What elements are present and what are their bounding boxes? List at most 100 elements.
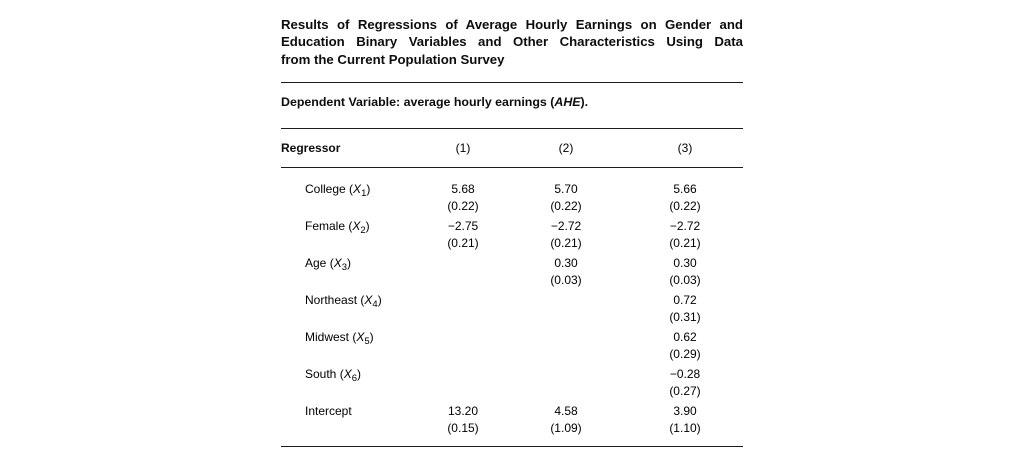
title-line-2: Education Binary Variables and Other Cha… [281, 34, 743, 50]
cell-column-1 [409, 366, 517, 400]
horizontal-rule-top [281, 82, 743, 84]
coefficient-value [409, 292, 517, 309]
standard-error-value: (0.27) [669, 384, 701, 399]
cell-column-3: 0.62 (0.29) [615, 329, 743, 363]
cell-column-2: 5.70 (0.22) [517, 181, 615, 215]
coefficient-value: 0.62 [673, 330, 697, 345]
standard-error-value: (0.22) [550, 199, 582, 214]
column-header-2: (2) [558, 141, 574, 156]
horizontal-rule-below-header [281, 167, 743, 169]
table-body: College (X1) 5.68 (0.22) 5.70 (0.22) 5.6… [281, 181, 743, 437]
regressor-symbol: (X6) [336, 367, 362, 385]
coefficient-value: −2.72 [669, 219, 701, 234]
cell-column-2 [517, 329, 615, 363]
standard-error-value: (1.09) [550, 421, 582, 436]
cell-column-1: −2.75 (0.21) [409, 218, 517, 252]
cell-column-2 [517, 292, 615, 326]
cell-column-3: 0.72 (0.31) [615, 292, 743, 326]
regressor-name: Female [305, 219, 346, 234]
horizontal-rule-bottom [281, 446, 743, 448]
title-line-1: Results of Regressions of Average Hourly… [281, 17, 743, 32]
regressor-name: South [305, 367, 337, 382]
standard-error-value: (0.15) [447, 421, 479, 436]
row-label: Female (X2) [281, 218, 409, 252]
standard-error-value: (0.29) [669, 347, 701, 362]
coefficient-value [517, 329, 615, 346]
cell-column-3: −2.72 (0.21) [615, 218, 743, 252]
coefficient-value: 3.90 [673, 404, 697, 419]
cell-column-3: −0.28 (0.27) [615, 366, 743, 400]
table-row: College (X1) 5.68 (0.22) 5.70 (0.22) 5.6… [281, 181, 743, 215]
column-header-3: (3) [677, 141, 693, 156]
dependent-variable-caption: Dependent Variable: average hourly earni… [281, 95, 743, 110]
regressor-symbol: (X5) [349, 330, 374, 348]
table-row: South (X6) −0.28 (0.27) [281, 366, 743, 400]
coefficient-value: 5.70 [554, 182, 578, 197]
coefficient-value [409, 329, 517, 346]
coefficient-value [517, 292, 615, 309]
regressor-name: Midwest [305, 330, 350, 345]
cell-column-1 [409, 255, 517, 289]
standard-error-value: (0.31) [669, 310, 701, 325]
table-row: Age (X3) 0.30 (0.03) 0.30 (0.03) [281, 255, 743, 289]
row-label: Age (X3) [281, 255, 409, 289]
coefficient-value [409, 255, 517, 272]
title-line-3: from the Current Population Survey [281, 51, 505, 67]
standard-error-value: (0.22) [447, 199, 479, 214]
regressor-name: Age [305, 256, 327, 271]
standard-error-value [409, 383, 517, 400]
standard-error-value: (0.21) [550, 236, 582, 251]
cell-column-1: 13.20 (0.15) [409, 403, 517, 437]
cell-column-2: 4.58 (1.09) [517, 403, 615, 437]
standard-error-value [517, 383, 615, 400]
depvar-symbol: AHE [554, 95, 581, 110]
coefficient-value [517, 366, 615, 383]
regressor-symbol: (X2) [345, 219, 370, 237]
coefficient-value [409, 366, 517, 383]
regressor-name: College [305, 182, 346, 197]
regressor-symbol: (X1) [345, 182, 371, 200]
standard-error-value: (1.10) [669, 421, 701, 436]
cell-column-3: 3.90 (1.10) [615, 403, 743, 437]
coefficient-value: 5.66 [673, 182, 697, 197]
regression-results-table: Results of Regressions of Average Hourly… [281, 0, 743, 448]
table-row: Northeast (X4) 0.72 (0.31) [281, 292, 743, 326]
standard-error-value [409, 272, 517, 289]
cell-column-2: 0.30 (0.03) [517, 255, 615, 289]
cell-column-1 [409, 292, 517, 326]
table-row: Female (X2) −2.75 (0.21) −2.72 (0.21) −2… [281, 218, 743, 252]
standard-error-value [517, 346, 615, 363]
cell-column-1 [409, 329, 517, 363]
regressor-symbol: (X3) [326, 256, 352, 274]
coefficient-value: 13.20 [447, 404, 479, 419]
table-row: Midwest (X5) 0.62 (0.29) [281, 329, 743, 363]
standard-error-value [517, 309, 615, 326]
row-label: Intercept [281, 403, 409, 437]
coefficient-value: 0.30 [554, 256, 578, 271]
regressor-symbol: (X4) [357, 293, 382, 311]
standard-error-value: (0.03) [669, 273, 701, 288]
standard-error-value: (0.21) [669, 236, 701, 251]
row-label: Northeast (X4) [281, 292, 409, 326]
standard-error-value: (0.22) [669, 199, 701, 214]
coefficient-value: 4.58 [554, 404, 578, 419]
horizontal-rule-above-header [281, 128, 743, 130]
table-row: Intercept 13.20 (0.15) 4.58 (1.09) 3.90 … [281, 403, 743, 437]
coefficient-value: −2.72 [550, 219, 582, 234]
column-header-regressor: Regressor [281, 141, 341, 156]
coefficient-value: −0.28 [669, 367, 701, 382]
cell-column-3: 5.66 (0.22) [615, 181, 743, 215]
standard-error-value: (0.21) [447, 236, 479, 251]
coefficient-value: 0.72 [673, 293, 697, 308]
table-title: Results of Regressions of Average Hourly… [281, 16, 743, 68]
coefficient-value: −2.75 [447, 219, 479, 234]
depvar-text: Dependent Variable: average hourly earni… [281, 95, 555, 110]
cell-column-2: −2.72 (0.21) [517, 218, 615, 252]
cell-column-2 [517, 366, 615, 400]
depvar-end: ). [580, 95, 589, 110]
coefficient-value: 0.30 [673, 256, 697, 271]
coefficient-value: 5.68 [451, 182, 475, 197]
row-label: College (X1) [281, 181, 409, 215]
cell-column-3: 0.30 (0.03) [615, 255, 743, 289]
